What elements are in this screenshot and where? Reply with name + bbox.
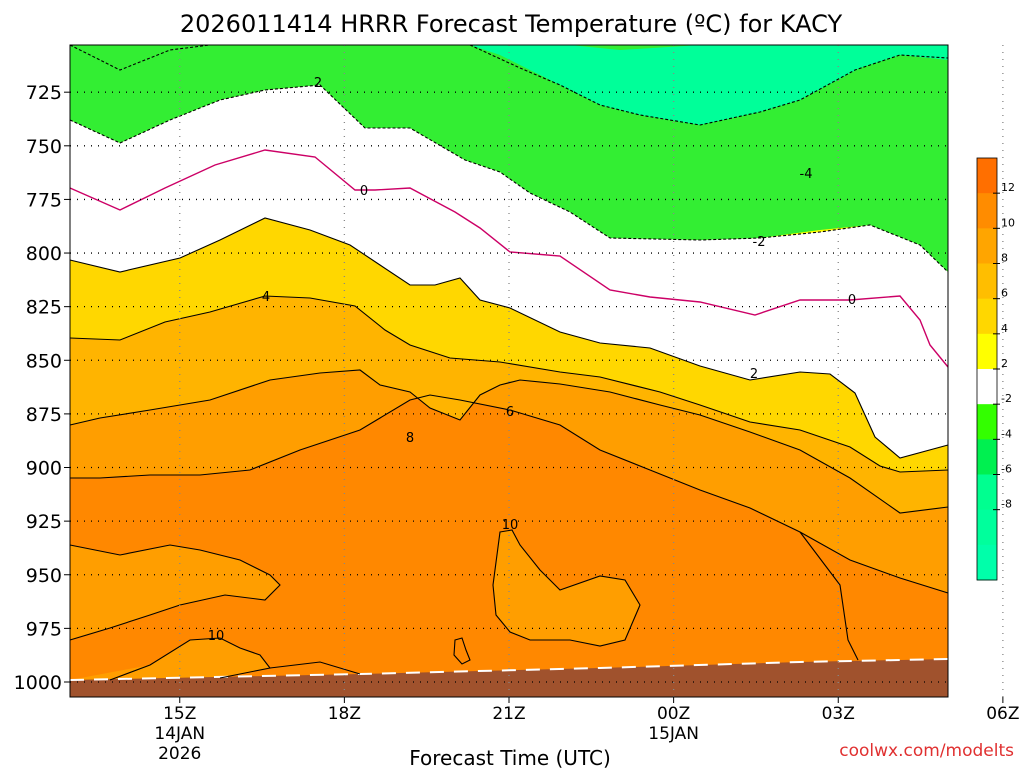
contour-6 (69, 369, 949, 514)
contour-label: 0 (848, 293, 856, 308)
y-tick-label: 775 (26, 189, 62, 211)
ground-surface (70, 659, 948, 697)
contour-minus4 (69, 44, 949, 126)
colorbar-segment (977, 228, 997, 264)
colorbar-segment (977, 333, 997, 370)
y-tick-label: 950 (26, 565, 62, 587)
colorbar-label: 4 (1001, 322, 1008, 335)
y-axis: 725 750 775 800 825 850 875 900 925 950 975 1000 (14, 82, 70, 694)
colorbar-segment (977, 439, 997, 475)
x-tick-label: 03Z (822, 704, 855, 724)
contour-label: -4 (800, 167, 813, 182)
colorbar: 12 10 8 6 4 2 -2 -4 -6 -8 (976, 157, 1015, 581)
contour-label: 4 (262, 290, 270, 305)
colorbar-label: -2 (1001, 392, 1012, 405)
y-tick-label: 1000 (14, 672, 62, 694)
y-tick-label: 725 (26, 82, 62, 104)
x-tick-label: 15Z (163, 704, 196, 724)
colorbar-segment (977, 369, 997, 405)
contour-4 (69, 295, 949, 473)
contour-10-bottom-center (269, 661, 361, 675)
y-tick-label: 925 (26, 511, 62, 533)
colorbar-label: -4 (1001, 427, 1012, 440)
colorbar-label: 10 (1001, 216, 1015, 229)
credit-text: coolwx.com/modelts (839, 741, 1014, 761)
contour-minus2 (69, 84, 949, 273)
temperature-bands (69, 45, 949, 697)
x-tick-label: 00Z (657, 704, 690, 724)
y-tick-label: 750 (26, 136, 62, 158)
contour-label: 8 (406, 431, 414, 446)
colorbar-label: -6 (1001, 463, 1012, 476)
contour-2 (69, 217, 949, 459)
contour-label: 2 (314, 76, 322, 91)
y-tick-label: 875 (26, 404, 62, 426)
contour-label: 6 (506, 405, 514, 420)
x-tick-label: 15JAN (648, 724, 699, 744)
contour-label: -2 (753, 235, 766, 250)
x-tick-label: 2026 (158, 744, 201, 764)
colorbar-segment (977, 263, 997, 300)
contour-label: 10 (208, 629, 225, 644)
colorbar-segment (977, 474, 997, 511)
contour-labels: 2 0 4 -2 -4 0 6 8 10 2 10 (208, 76, 856, 644)
colorbar-segment (977, 404, 997, 440)
contour-zero (69, 149, 949, 368)
colorbar-label: 6 (1001, 287, 1008, 300)
colorbar-segment (977, 158, 997, 194)
colorbar-segment (977, 544, 997, 581)
colorbar-segment (977, 298, 997, 335)
contour-10-bottom-left (109, 637, 271, 681)
contour-label: 2 (750, 367, 758, 382)
contour-label: 10 (502, 518, 519, 533)
ground-edge (69, 658, 949, 681)
chart-title: 2026011414 HRRR Forecast Temperature (ºC… (180, 10, 843, 38)
colorbar-segment (977, 193, 997, 229)
band-minus2-2-fill (70, 85, 948, 458)
y-tick-label: 825 (26, 297, 62, 319)
x-tick-label: 18Z (328, 704, 361, 724)
colorbar-label: 12 (1001, 181, 1015, 194)
contour-lines (69, 44, 949, 681)
colorbar-label: -8 (1001, 498, 1012, 511)
contour-10-right (799, 531, 859, 661)
band-le-minus4 (70, 45, 948, 125)
colorbar-segment (977, 509, 997, 546)
y-tick-label: 900 (26, 458, 62, 480)
x-tick-label: 14JAN (154, 724, 205, 744)
colorbar-label: 8 (1001, 252, 1008, 265)
contour-label: 0 (360, 184, 368, 199)
x-tick-label: 21Z (492, 704, 525, 724)
contour-8 (70, 394, 949, 594)
contour-10-left (69, 544, 281, 641)
y-tick-label: 975 (26, 618, 62, 640)
x-axis-label: Forecast Time (UTC) (409, 746, 611, 768)
colorbar-label: 2 (1001, 357, 1008, 370)
contour-10-blob (453, 637, 471, 665)
contour-10-center (492, 529, 641, 647)
y-tick-label: 850 (26, 350, 62, 372)
x-tick-label: 06Z (986, 704, 1019, 724)
band-2-4-fill (70, 218, 948, 472)
y-tick-label: 800 (26, 243, 62, 265)
